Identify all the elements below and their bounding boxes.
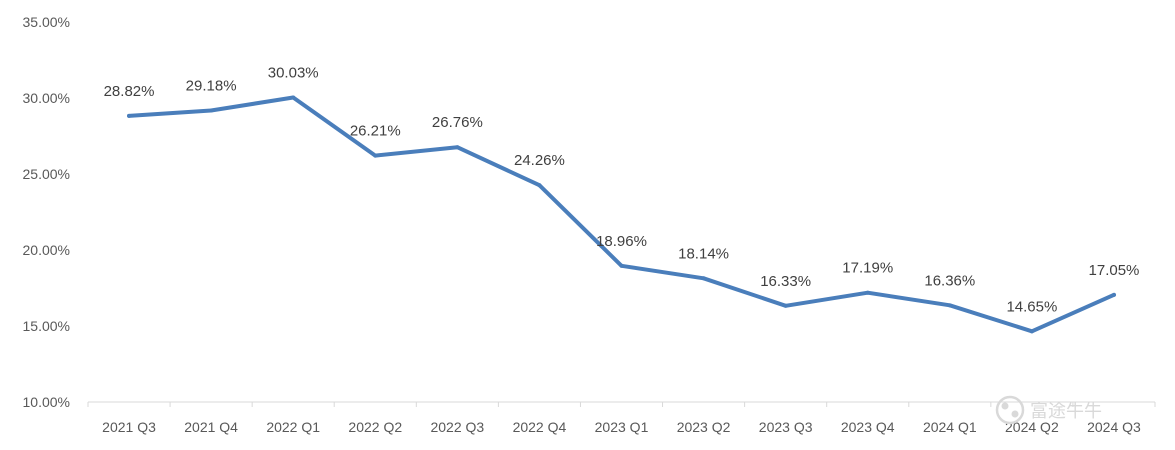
y-axis-tick-labels: 10.00% 15.00% 20.00% 25.00% 30.00% 35.00% bbox=[23, 14, 70, 410]
futu-logo-icon bbox=[995, 395, 1025, 425]
x-tick-label: 2024 Q3 bbox=[1087, 419, 1141, 435]
data-label: 18.14% bbox=[678, 245, 729, 262]
y-tick-label: 20.00% bbox=[23, 242, 70, 258]
y-tick-label: 25.00% bbox=[23, 166, 70, 182]
data-label: 17.05% bbox=[1089, 262, 1140, 279]
series-line bbox=[127, 95, 1116, 334]
data-label: 18.96% bbox=[596, 233, 647, 250]
x-tick-label: 2023 Q3 bbox=[759, 419, 813, 435]
x-tick-label: 2022 Q4 bbox=[513, 419, 567, 435]
x-tick-label: 2022 Q2 bbox=[348, 419, 402, 435]
x-tick-label: 2024 Q1 bbox=[923, 419, 977, 435]
x-tick-label: 2022 Q3 bbox=[430, 419, 484, 435]
x-tick-label: 2021 Q3 bbox=[102, 419, 156, 435]
data-point bbox=[1029, 329, 1034, 334]
x-tick-label: 2021 Q4 bbox=[184, 419, 238, 435]
data-point bbox=[209, 108, 214, 113]
y-tick-label: 30.00% bbox=[23, 90, 70, 106]
x-tick-label: 2023 Q2 bbox=[677, 419, 731, 435]
data-point bbox=[701, 276, 706, 281]
data-label: 14.65% bbox=[1006, 298, 1057, 315]
watermark: 富途牛牛 bbox=[995, 395, 1102, 425]
y-tick-label: 35.00% bbox=[23, 14, 70, 30]
data-label: 28.82% bbox=[104, 83, 155, 100]
data-label: 16.36% bbox=[924, 272, 975, 289]
y-tick-label: 10.00% bbox=[23, 394, 70, 410]
x-tick-label: 2023 Q1 bbox=[595, 419, 649, 435]
x-tick-label: 2023 Q4 bbox=[841, 419, 895, 435]
x-tick-label: 2024 Q2 bbox=[1005, 419, 1059, 435]
data-label: 26.76% bbox=[432, 114, 483, 131]
data-label: 26.21% bbox=[350, 123, 401, 140]
data-point bbox=[1111, 292, 1116, 297]
data-point bbox=[865, 290, 870, 295]
data-label: 17.19% bbox=[842, 260, 893, 277]
data-label: 24.26% bbox=[514, 152, 565, 169]
data-point bbox=[455, 145, 460, 150]
data-point bbox=[947, 303, 952, 308]
data-point bbox=[619, 263, 624, 268]
data-point bbox=[291, 95, 296, 100]
data-point bbox=[127, 113, 132, 118]
data-point bbox=[537, 183, 542, 188]
data-labels: 28.82% 29.18% 30.03% 26.21% 26.76% 24.26% 18.9… bbox=[104, 65, 1140, 316]
data-point bbox=[783, 303, 788, 308]
data-point bbox=[373, 153, 378, 158]
series-group bbox=[127, 95, 1116, 334]
watermark-text: 富途牛牛 bbox=[1030, 401, 1102, 422]
data-label: 29.18% bbox=[186, 77, 237, 94]
x-axis: 2021 Q3 2021 Q4 2022 Q1 2022 Q2 2022 Q3 2022 … bbox=[87, 401, 1156, 435]
y-tick-label: 15.00% bbox=[23, 318, 70, 334]
data-label: 16.33% bbox=[760, 273, 811, 290]
data-label: 30.03% bbox=[268, 65, 319, 82]
x-tick-label: 2022 Q1 bbox=[266, 419, 320, 435]
